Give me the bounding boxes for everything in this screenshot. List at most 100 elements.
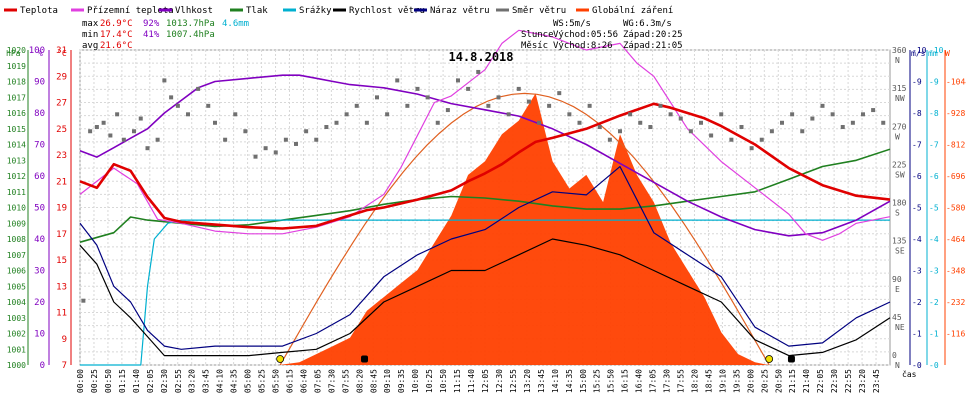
x-tick-label: 08:20 <box>355 369 364 393</box>
x-tick-label: 03:45 <box>202 369 211 393</box>
wind-dir-point <box>850 120 855 125</box>
wind-dir-point <box>719 112 724 117</box>
hpa-tick-label: 1016 <box>7 109 26 118</box>
ms-tick-label: -7 <box>912 141 922 150</box>
hpa-tick-label: 1004 <box>7 298 26 307</box>
ms-tick-label: -4 <box>912 235 922 244</box>
x-tick-label: 01:15 <box>118 369 127 393</box>
x-tick-label: 15:25 <box>593 369 602 393</box>
stat-moon-rise: Východ:8:26 <box>553 41 613 51</box>
ms-tick-label: -10 <box>912 46 927 55</box>
x-tick-label: 22:30 <box>830 369 839 393</box>
sun-moon-markers <box>276 355 795 363</box>
w-tick-label: -696 <box>946 172 965 181</box>
wind-dir-point <box>169 95 174 100</box>
series-teplota <box>79 102 891 230</box>
x-tick-label: 06:40 <box>299 369 308 393</box>
wind-dir-point <box>810 116 815 121</box>
wind-dir-point <box>668 112 673 117</box>
wind-dir-point <box>175 103 180 108</box>
w-unit: W <box>945 49 950 58</box>
temp-tick-label: 31 <box>56 46 67 56</box>
w-tick-label: -232 <box>946 298 965 307</box>
humidity-tick-label: 30 <box>34 267 45 277</box>
wind-dir-point <box>557 91 562 96</box>
wind-dir-tick: 90 <box>892 275 902 284</box>
x-tick-label: 04:35 <box>230 369 239 393</box>
w-tick-label: -116 <box>946 330 965 339</box>
wind-dir-point <box>800 129 805 134</box>
x-tick-label: 13:45 <box>537 369 546 393</box>
legend-label: Směr větru <box>512 6 566 16</box>
x-tick-label: 20:00 <box>746 369 755 393</box>
mm-tick-label: -0 <box>929 361 939 370</box>
mm-tick-label: -7 <box>929 141 939 150</box>
wind-dir-point <box>506 112 511 117</box>
wind-dir-point <box>435 120 440 125</box>
wind-dir-point <box>344 112 349 117</box>
w-tick-label: -812 <box>946 141 965 150</box>
wind-dir-point <box>607 137 612 142</box>
wind-dir-point <box>820 103 825 108</box>
hpa-tick-label: 1001 <box>7 345 26 354</box>
wind-dir-point <box>233 112 238 117</box>
wind-dir-tick: 315 <box>892 84 907 93</box>
ms-tick-label: -5 <box>912 204 922 213</box>
stat-avg-temp: 21.6°C <box>100 41 133 51</box>
wind-dir-point <box>145 146 150 151</box>
humidity-tick-label: 50 <box>34 204 45 214</box>
hpa-tick-label: 1010 <box>7 204 26 213</box>
wind-dir-tick: 360 <box>892 46 907 55</box>
temp-tick-label: 21 <box>56 177 67 187</box>
chart-title: 14.8.2018 <box>448 50 513 64</box>
wind-dir-tick: NW <box>895 94 905 103</box>
wind-dir-point <box>101 120 106 125</box>
hpa-tick-label: 1017 <box>7 93 26 102</box>
stat-max-hum: 92% <box>143 19 160 29</box>
wind-dir-point <box>587 103 592 108</box>
wind-dir-tick: 0 <box>892 351 897 360</box>
mm-tick-label: -1 <box>929 330 939 339</box>
hpa-tick-label: 1009 <box>7 219 26 228</box>
stat-min-label: min <box>82 30 98 40</box>
wind-dir-point <box>273 150 278 155</box>
wind-dir-point <box>759 137 764 142</box>
wind-dir-tick: NE <box>895 323 905 332</box>
wind-dir-point <box>375 95 379 100</box>
x-tick-label: 05:25 <box>258 369 267 393</box>
wind-dir-point <box>688 129 693 134</box>
hpa-tick-label: 1000 <box>7 361 26 370</box>
wind-dir-point <box>425 95 430 100</box>
wind-dir-point <box>334 120 339 125</box>
ms-tick-label: -0 <box>912 361 922 370</box>
stat-ws: WS:5m/s <box>553 19 591 29</box>
temp-tick-label: 29 <box>56 72 67 82</box>
x-tick-label: 00:25 <box>90 369 99 393</box>
wind-dir-point <box>108 133 113 138</box>
wind-dir-tick: SW <box>895 170 905 179</box>
series-tlak <box>79 148 891 243</box>
x-tick-label: 15:00 <box>579 369 588 393</box>
legend-label: Srážky <box>299 6 332 16</box>
wind-dir-point <box>354 103 359 108</box>
hpa-tick-label: 1020 <box>7 46 26 55</box>
x-tick-label: 14:35 <box>565 369 574 393</box>
hpa-tick-label: 1006 <box>7 267 26 276</box>
wind-dir-point <box>628 112 633 117</box>
stat-moon-label: Měsíc <box>521 41 548 51</box>
wind-dir-tick: 270 <box>892 122 907 131</box>
legend-label: Rychlost větru <box>349 6 425 16</box>
wind-dir-point <box>263 146 268 151</box>
x-tick-label: 00:00 <box>76 369 85 393</box>
temp-tick-label: 25 <box>56 125 67 135</box>
humidity-tick-label: 20 <box>34 298 45 308</box>
x-tick-label: 19:35 <box>732 369 741 393</box>
x-tick-label: 20:25 <box>760 369 769 393</box>
series-rychlost-vetru <box>79 238 891 357</box>
wind-dir-point <box>243 129 248 134</box>
wind-dir-point <box>81 298 86 303</box>
w-tick-label: -348 <box>946 267 965 276</box>
sunrise-marker <box>276 355 285 363</box>
x-tick-label: 02:55 <box>174 369 183 393</box>
x-tick-label: 12:55 <box>509 369 518 393</box>
